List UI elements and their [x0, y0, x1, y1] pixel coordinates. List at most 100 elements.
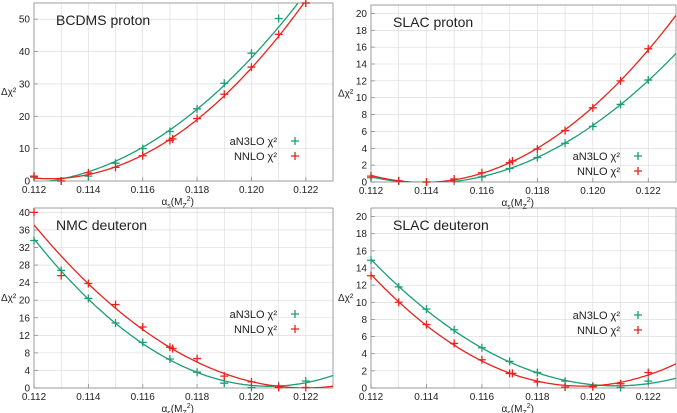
y-axis-label: Δχ²	[338, 293, 354, 304]
data-point-an3lo	[367, 256, 375, 265]
data-point-nnlo	[193, 114, 202, 123]
x-axis-label-part: s	[167, 203, 171, 210]
y-tick-label: 24	[19, 278, 31, 289]
y-tick-label: 20	[19, 296, 31, 307]
y-tick-label: 10	[356, 298, 368, 309]
x-axis-label-part: )	[191, 197, 194, 208]
y-tick-label: 16	[356, 43, 368, 54]
x-axis-label-part: 2	[187, 403, 191, 410]
y-tick-label: 8	[361, 110, 367, 121]
x-tick-label: 0.118	[185, 185, 210, 196]
y-tick-label: 12	[19, 331, 31, 342]
data-point-an3lo	[247, 49, 256, 58]
y-tick-label: 0	[361, 384, 367, 395]
x-tick-label: 0.122	[293, 185, 318, 196]
data-point-nnlo	[616, 379, 625, 388]
data-point-nnlo	[220, 372, 229, 381]
legend-label: NNLO χ²	[577, 166, 620, 178]
data-point-nnlo	[588, 382, 597, 391]
legend-marker-nnlo	[634, 326, 642, 334]
y-tick-label: 50	[19, 15, 31, 26]
x-tick-label: 0.114	[414, 392, 439, 403]
x-tick-label: 0.122	[636, 186, 661, 197]
y-tick-label: 10	[356, 93, 368, 104]
x-tick-label: 0.112	[359, 392, 384, 403]
x-axis-label: αs(MZ2)	[502, 197, 534, 211]
y-tick-label: 4	[361, 144, 367, 155]
fit-curve-an3lo	[45, 3, 299, 181]
panel-title: NMC deuteron	[56, 217, 147, 233]
data-point-nnlo	[301, 0, 310, 7]
y-tick-label: 8	[24, 348, 30, 359]
x-axis-label-part: α	[502, 404, 508, 413]
y-tick-label: 18	[356, 229, 368, 240]
y-tick-label: 40	[19, 208, 31, 219]
data-point-an3lo	[220, 79, 229, 88]
x-axis-label: αs(MZ2)	[162, 403, 194, 413]
data-point-nnlo	[193, 354, 202, 363]
y-tick-label: 40	[19, 47, 31, 58]
y-tick-label: 16	[19, 313, 31, 324]
x-axis-label-part: )	[531, 198, 534, 209]
data-point-nnlo	[247, 63, 256, 72]
fit-curve-nnlo	[34, 224, 333, 388]
x-axis-label-part: 2	[527, 403, 531, 410]
data-point-an3lo	[111, 319, 120, 328]
y-tick-label: 2	[361, 366, 367, 377]
x-axis-label-part: Z	[522, 410, 527, 413]
x-tick-label: 0.120	[580, 186, 605, 197]
legend-marker-nnlo	[291, 325, 299, 333]
y-tick-label: 0	[361, 178, 367, 189]
data-point-an3lo	[193, 104, 202, 113]
data-point-nnlo	[247, 377, 256, 386]
legend-label: aN3LO χ²	[573, 310, 621, 322]
data-point-nnlo	[450, 339, 459, 348]
x-axis-label-part: (M	[171, 197, 183, 208]
data-point-nnlo	[561, 383, 570, 392]
y-tick-label: 32	[19, 243, 31, 254]
data-point-nnlo	[111, 300, 120, 309]
x-tick-label: 0.120	[580, 392, 605, 403]
data-point-an3lo	[616, 100, 625, 109]
data-point-an3lo	[477, 343, 486, 352]
legend-label: NNLO χ²	[234, 324, 277, 336]
x-axis-label-part: )	[191, 404, 194, 413]
data-point-an3lo	[165, 127, 174, 136]
y-tick-label: 8	[361, 315, 367, 326]
plot-frame	[370, 207, 677, 389]
y-tick-label: 16	[356, 246, 368, 257]
y-tick-label: 14	[356, 264, 368, 275]
x-tick-label: 0.112	[22, 185, 47, 196]
fit-curve-nnlo	[371, 273, 676, 387]
data-point-nnlo	[138, 151, 147, 160]
data-point-nnlo	[84, 168, 93, 177]
panel-title: BCDMS proton	[56, 12, 150, 28]
data-point-nnlo	[274, 30, 283, 39]
y-tick-label: 14	[356, 60, 368, 71]
data-point-nnlo	[394, 176, 403, 185]
x-axis-label: αs(MZ2)	[162, 196, 194, 210]
legend-label: NNLO χ²	[234, 151, 277, 163]
data-point-an3lo	[138, 338, 147, 347]
plot-frame	[33, 207, 334, 389]
panel-slac-proton: 0 2 4 6 8 10 12 14 16 18 20 0.112 0.114 0.116 0.118 0.1…	[338, 4, 677, 211]
data-point-an3lo	[644, 76, 653, 85]
data-point-nnlo	[138, 322, 147, 331]
data-point-nnlo	[533, 145, 542, 154]
x-axis-label-part: (M	[171, 404, 183, 413]
fit-curve-nnlo	[34, 3, 305, 180]
data-point-nnlo	[84, 279, 93, 288]
legend-marker-an3lo	[291, 310, 299, 318]
data-point-nnlo	[274, 383, 283, 392]
data-point-nnlo	[168, 134, 177, 143]
y-axis-label: Δχ²	[338, 89, 354, 100]
data-point-nnlo	[644, 44, 653, 53]
data-point-nnlo	[111, 163, 120, 172]
x-axis-label-part: (M	[511, 198, 523, 209]
data-point-an3lo	[561, 139, 570, 148]
data-point-nnlo	[477, 168, 486, 177]
panel-nmc-deuteron: 0 4 8 12 16 20 24 28 32 36 40 0.112 0.114 0.116 0.118 0…	[1, 207, 334, 413]
y-tick-label: 0	[24, 384, 30, 395]
y-tick-label: 4	[24, 366, 30, 377]
